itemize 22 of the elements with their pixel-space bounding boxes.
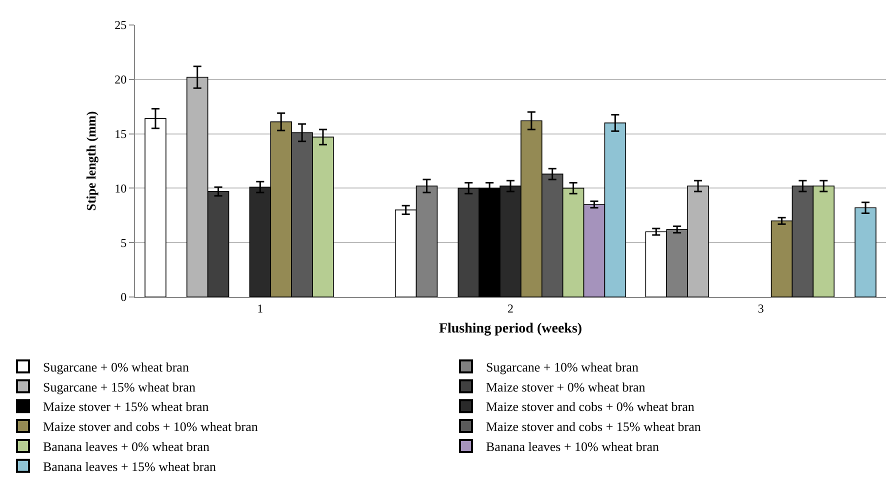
legend-label: Maize stover and cobs + 15% wheat bran (486, 419, 702, 434)
y-tick-label: 20 (114, 72, 127, 87)
legend-label: Sugarcane + 0% wheat bran (43, 359, 190, 374)
legend-label: Banana leaves + 0% wheat bran (43, 439, 210, 454)
y-tick-label: 15 (114, 127, 127, 141)
legend-label: Sugarcane + 15% wheat bran (43, 379, 196, 394)
legend-label: Banana leaves + 10% wheat bran (486, 439, 660, 454)
legend-label: Banana leaves + 15% wheat bran (43, 458, 217, 474)
x-tick-label: 1 (257, 301, 264, 316)
y-tick-label: 10 (114, 181, 127, 196)
x-axis-title: Flushing period (weeks) (438, 322, 582, 337)
legend-label: Maize stover + 0% wheat bran (486, 379, 646, 394)
legend-label: Maize stover + 15% wheat bran (43, 399, 210, 414)
y-axis-title: Stipe length (mm) (84, 111, 99, 211)
legend-label: Maize stover and cobs + 10% wheat bran (43, 419, 258, 434)
legend-label: Maize stover and cobs + 0% wheat bran (486, 399, 695, 414)
legend-label: Sugarcane + 10% wheat bran (486, 359, 639, 374)
y-tick-label: 0 (120, 290, 127, 304)
y-tick-label: 5 (120, 236, 127, 250)
x-tick-label: 2 (508, 301, 514, 316)
x-tick-label: 3 (758, 301, 764, 316)
y-tick-label: 25 (114, 18, 127, 32)
